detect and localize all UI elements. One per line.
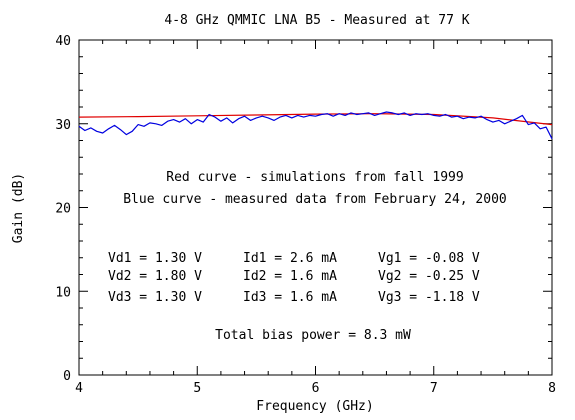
simulated-gain-curve (78, 113, 553, 126)
bias-value: Vg1 = -0.08 V (378, 251, 480, 266)
bias-value: Vd2 = 1.80 V (108, 269, 202, 284)
plot-frame (78, 39, 553, 376)
curve-note: Blue curve - measured data from February… (123, 192, 507, 207)
bias-value: Id1 = 2.6 mA (243, 251, 337, 266)
chart-title: 4-8 GHz QMMIC LNA B5 - Measured at 77 K (164, 13, 469, 28)
y-tick-label: 10 (55, 285, 71, 300)
y-tick-label: 0 (63, 369, 71, 384)
curves (78, 111, 553, 140)
x-tick-label: 4 (75, 381, 83, 396)
bias-value: Vd3 = 1.30 V (108, 290, 202, 305)
axis-ticks (78, 39, 553, 376)
y-tick-label: 30 (55, 118, 71, 133)
bias-value: Vg2 = -0.25 V (378, 269, 480, 284)
measured-gain-curve (78, 111, 553, 140)
tick-labels: 4 5 6 7 8 0 10 20 30 40 (55, 34, 556, 396)
x-tick-label: 5 (193, 381, 201, 396)
bias-value: Id2 = 1.6 mA (243, 269, 337, 284)
bias-value: Id3 = 1.6 mA (243, 290, 337, 305)
curve-note: Red curve - simulations from fall 1999 (166, 170, 463, 185)
y-tick-label: 20 (55, 202, 71, 217)
y-tick-label: 40 (55, 34, 71, 49)
y-axis-label: Gain (dB) (11, 173, 26, 243)
total-bias-power: Total bias power = 8.3 mW (215, 328, 411, 343)
annotations: Red curve - simulations from fall 1999 Bl… (108, 170, 507, 343)
x-tick-label: 6 (312, 381, 320, 396)
x-axis-label: Frequency (GHz) (256, 399, 373, 414)
x-tick-label: 7 (430, 381, 438, 396)
bias-value: Vd1 = 1.30 V (108, 251, 202, 266)
bias-value: Vg3 = -1.18 V (378, 290, 480, 305)
x-tick-label: 8 (548, 381, 556, 396)
